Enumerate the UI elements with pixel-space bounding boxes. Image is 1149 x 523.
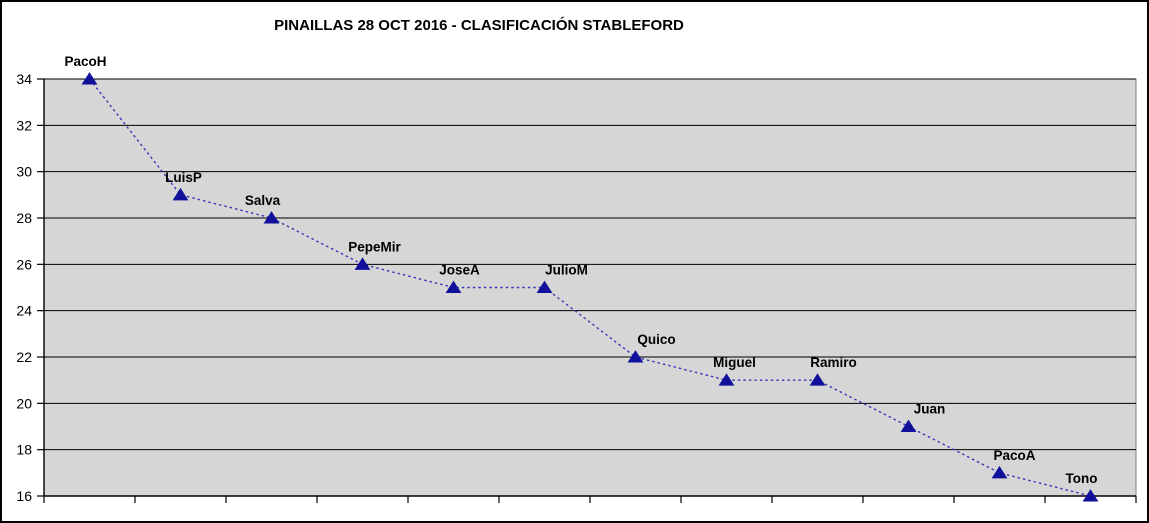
y-axis-label: 26 — [16, 256, 32, 272]
data-point-label: Miguel — [713, 355, 756, 370]
data-point-marker — [991, 465, 1008, 479]
data-point-label: PepeMir — [348, 239, 401, 254]
y-axis-label: 24 — [16, 303, 32, 319]
y-axis-label: 20 — [16, 395, 32, 411]
plot-area — [43, 78, 1137, 497]
chart-title: PINAILLAS 28 OCT 2016 - CLASIFICACIÓN ST… — [274, 17, 684, 34]
data-point-marker — [445, 280, 462, 293]
y-axis-label: 32 — [16, 117, 32, 133]
y-axis-label: 18 — [16, 442, 32, 458]
data-point-label: Salva — [245, 193, 281, 208]
data-point-marker — [1082, 489, 1099, 502]
data-point-marker — [809, 373, 826, 386]
data-point-marker — [81, 72, 98, 85]
data-point-marker — [627, 350, 644, 363]
y-axis-label: 34 — [16, 71, 32, 87]
data-point-label: JulioM — [545, 263, 588, 278]
y-axis-label: 28 — [16, 210, 32, 226]
data-point-marker — [354, 257, 371, 270]
data-point-marker — [718, 373, 735, 386]
data-point-label: PacoA — [993, 448, 1035, 463]
data-point-label: JoseA — [439, 263, 480, 278]
data-point-label: Quico — [637, 332, 675, 347]
data-point-marker — [263, 211, 280, 224]
data-point-marker — [900, 419, 917, 432]
data-point-label: LuisP — [165, 170, 202, 185]
data-point-marker — [536, 280, 553, 293]
y-axis-label: 22 — [16, 349, 32, 365]
y-axis-label: 16 — [16, 488, 32, 504]
y-axis-label: 30 — [16, 164, 32, 180]
data-point-label: Tono — [1066, 471, 1098, 486]
data-point-marker — [172, 187, 189, 201]
data-point-label: PacoH — [64, 54, 106, 69]
data-point-label: Ramiro — [810, 355, 857, 370]
data-point-label: Juan — [914, 402, 946, 417]
series-line — [88, 78, 1091, 497]
